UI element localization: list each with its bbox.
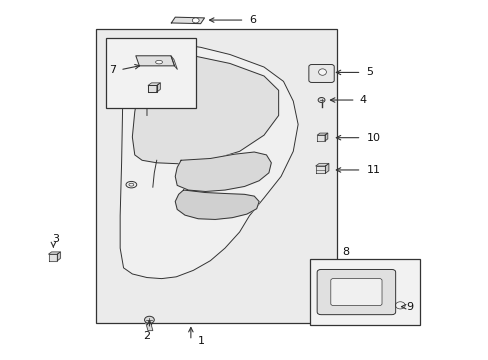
Text: 9: 9 bbox=[405, 302, 412, 312]
Circle shape bbox=[318, 98, 325, 103]
Polygon shape bbox=[120, 43, 298, 279]
Polygon shape bbox=[175, 152, 271, 192]
Polygon shape bbox=[315, 166, 325, 173]
Polygon shape bbox=[317, 135, 325, 141]
Polygon shape bbox=[171, 17, 204, 24]
FancyBboxPatch shape bbox=[330, 279, 381, 306]
Polygon shape bbox=[171, 56, 177, 69]
Circle shape bbox=[144, 316, 154, 323]
Circle shape bbox=[192, 18, 199, 23]
Polygon shape bbox=[48, 254, 57, 261]
Text: 2: 2 bbox=[143, 330, 150, 341]
Text: 4: 4 bbox=[359, 95, 366, 105]
Bar bbox=[310, 259, 419, 325]
Polygon shape bbox=[175, 190, 259, 220]
Polygon shape bbox=[315, 163, 328, 166]
Ellipse shape bbox=[318, 69, 326, 75]
Text: 5: 5 bbox=[366, 67, 373, 77]
Bar bbox=[96, 30, 336, 323]
Polygon shape bbox=[157, 83, 160, 92]
Text: 1: 1 bbox=[198, 336, 205, 346]
FancyBboxPatch shape bbox=[308, 64, 333, 82]
Text: 8: 8 bbox=[341, 247, 348, 257]
Text: 7: 7 bbox=[109, 65, 116, 75]
Polygon shape bbox=[136, 56, 174, 66]
Polygon shape bbox=[148, 85, 157, 92]
Polygon shape bbox=[325, 133, 327, 141]
Text: 6: 6 bbox=[249, 15, 256, 25]
Text: 10: 10 bbox=[366, 133, 380, 143]
Polygon shape bbox=[57, 252, 60, 261]
Polygon shape bbox=[48, 252, 60, 254]
Polygon shape bbox=[317, 133, 327, 135]
Polygon shape bbox=[132, 53, 278, 164]
Text: 3: 3 bbox=[52, 234, 59, 244]
Polygon shape bbox=[148, 83, 160, 85]
FancyBboxPatch shape bbox=[317, 270, 395, 315]
Bar bbox=[105, 39, 195, 108]
Polygon shape bbox=[325, 163, 328, 173]
Ellipse shape bbox=[155, 60, 162, 64]
Text: 11: 11 bbox=[366, 165, 380, 175]
Polygon shape bbox=[145, 321, 153, 330]
